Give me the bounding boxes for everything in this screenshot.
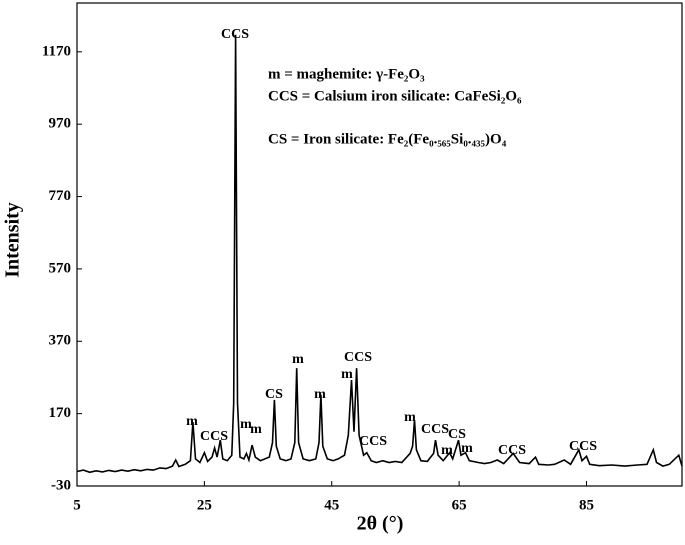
peak-label: CCS	[344, 350, 372, 365]
plot-frame	[76, 2, 683, 487]
peak-label: m	[404, 410, 416, 425]
x-tick-label: 25	[197, 497, 212, 513]
peak-label: m	[441, 443, 453, 458]
x-axis-label: 2θ (°)	[357, 513, 404, 535]
y-tick-label: 570	[49, 260, 72, 276]
peak-label: CCS	[569, 439, 597, 454]
y-tick-label: 770	[49, 188, 72, 204]
y-axis-label: Intensity	[2, 202, 24, 278]
legend-text: CCS = Calsium iron silicate: CaFeSi₂O₆	[268, 88, 522, 104]
peak-label: m	[461, 441, 473, 456]
x-tick-label: 85	[579, 497, 594, 513]
y-tick-label: 370	[49, 333, 72, 349]
x-tick-label: 65	[452, 497, 467, 513]
legend-text: m = maghemite: γ-Fe₂O₃	[268, 66, 425, 82]
peak-label: CS	[265, 387, 283, 402]
y-tick-label: -30	[51, 477, 71, 493]
peak-label: m	[186, 414, 198, 429]
y-tick-label: 170	[49, 405, 72, 421]
peak-label: CS	[448, 427, 466, 442]
peak-label: CCS	[200, 429, 228, 444]
x-tick-label: 5	[73, 497, 81, 513]
peak-label: m	[314, 387, 326, 402]
legend-text: CS = Iron silicate: Fe₂(Fe₀.₅₆₅Si₀.₄₃₅)O…	[268, 131, 507, 147]
x-tick-label: 45	[324, 497, 339, 513]
peak-label: CCS	[421, 422, 449, 437]
peak-label: m	[240, 417, 252, 432]
peak-label: CCS	[221, 27, 249, 42]
y-tick-label: 1170	[42, 43, 71, 59]
peak-label: CCS	[359, 434, 387, 449]
peak-label: m	[292, 352, 304, 367]
peak-label: CCS	[498, 443, 526, 458]
spectrum-line	[76, 34, 683, 474]
y-tick-label: 970	[49, 116, 72, 132]
peak-label: m	[250, 422, 262, 437]
peak-label: m	[341, 367, 353, 382]
